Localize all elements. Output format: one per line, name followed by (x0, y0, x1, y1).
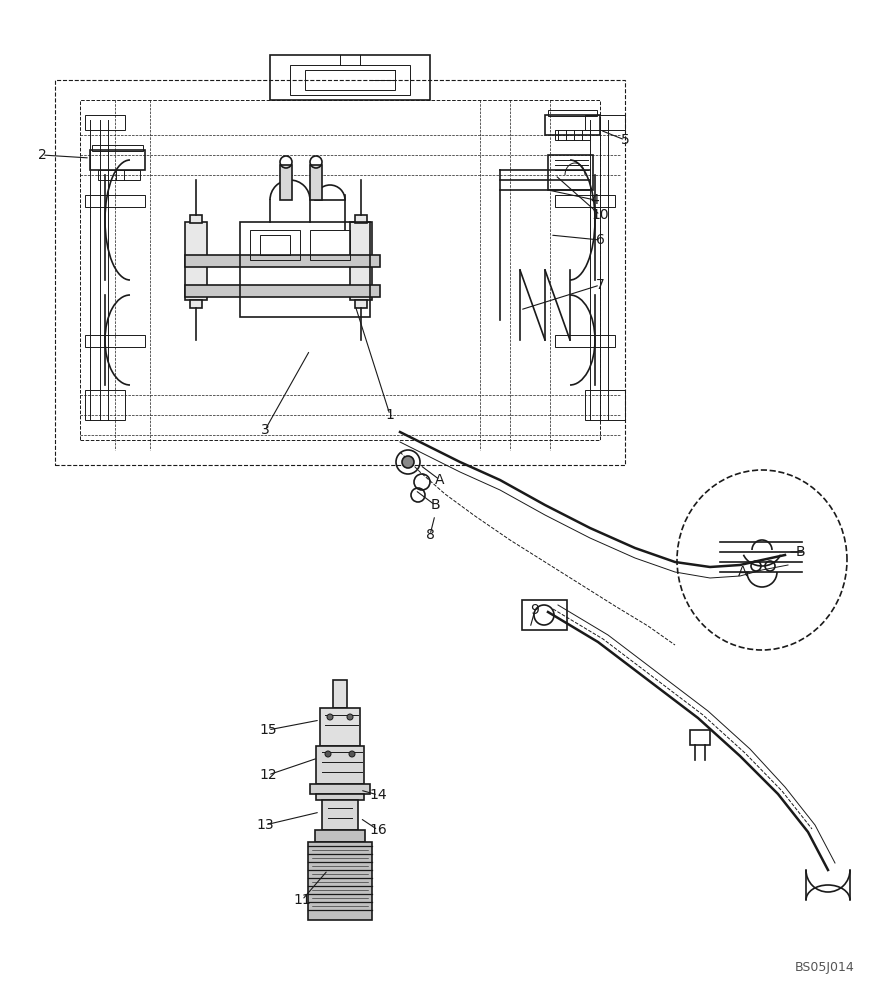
Bar (548, 110, 597, 116)
Bar (355, 300, 367, 308)
Text: A: A (435, 473, 445, 487)
Text: 15: 15 (259, 723, 277, 737)
Bar (250, 230, 300, 260)
Bar (92, 145, 143, 151)
Bar (270, 55, 430, 100)
Bar (185, 222, 207, 300)
Bar (290, 65, 410, 95)
Bar (690, 730, 710, 745)
Bar (305, 70, 395, 90)
Bar (280, 165, 292, 200)
Text: 7: 7 (596, 278, 605, 292)
Bar (316, 746, 364, 784)
Text: B: B (795, 545, 805, 559)
Bar (98, 170, 140, 180)
Bar (555, 130, 590, 140)
Text: 10: 10 (591, 208, 609, 222)
Text: 4: 4 (591, 193, 599, 207)
Circle shape (325, 751, 331, 757)
Text: BS05J014: BS05J014 (796, 962, 855, 974)
Bar (90, 150, 145, 170)
Text: 6: 6 (596, 233, 605, 247)
Bar (316, 794, 364, 800)
Bar (545, 115, 600, 135)
Bar (320, 708, 360, 746)
Text: 2: 2 (37, 148, 46, 162)
Bar (585, 390, 625, 420)
Bar (555, 335, 615, 347)
Bar (355, 215, 367, 223)
Bar (548, 155, 593, 190)
Bar (190, 215, 202, 223)
Text: 5: 5 (621, 133, 630, 147)
Bar (85, 195, 145, 207)
Bar (350, 222, 372, 300)
Bar (310, 230, 350, 260)
Text: 13: 13 (256, 818, 274, 832)
Text: B: B (430, 498, 440, 512)
Bar (308, 842, 372, 920)
Bar (310, 165, 322, 200)
Text: 12: 12 (259, 768, 277, 782)
Bar (315, 830, 365, 842)
Bar (85, 390, 125, 420)
Circle shape (402, 456, 414, 468)
Text: 3: 3 (260, 423, 269, 437)
Bar (322, 800, 358, 830)
Text: A: A (738, 565, 748, 579)
Text: 14: 14 (369, 788, 387, 802)
Bar (55, 80, 625, 465)
Circle shape (327, 714, 333, 720)
Text: 9: 9 (530, 603, 539, 617)
Circle shape (349, 751, 355, 757)
Circle shape (347, 714, 353, 720)
Text: 8: 8 (425, 528, 434, 542)
Bar (85, 335, 145, 347)
Bar (522, 600, 567, 630)
Bar (585, 115, 625, 130)
Bar (310, 784, 370, 794)
Bar (555, 195, 615, 207)
Bar (80, 100, 600, 440)
Bar (85, 115, 125, 130)
Text: 1: 1 (385, 408, 394, 422)
Bar (185, 285, 380, 297)
Text: 11: 11 (293, 893, 311, 907)
Bar (190, 300, 202, 308)
Text: 16: 16 (369, 823, 387, 837)
Bar (240, 222, 370, 317)
Bar (260, 235, 290, 255)
Bar (333, 680, 347, 708)
Bar (185, 255, 380, 267)
